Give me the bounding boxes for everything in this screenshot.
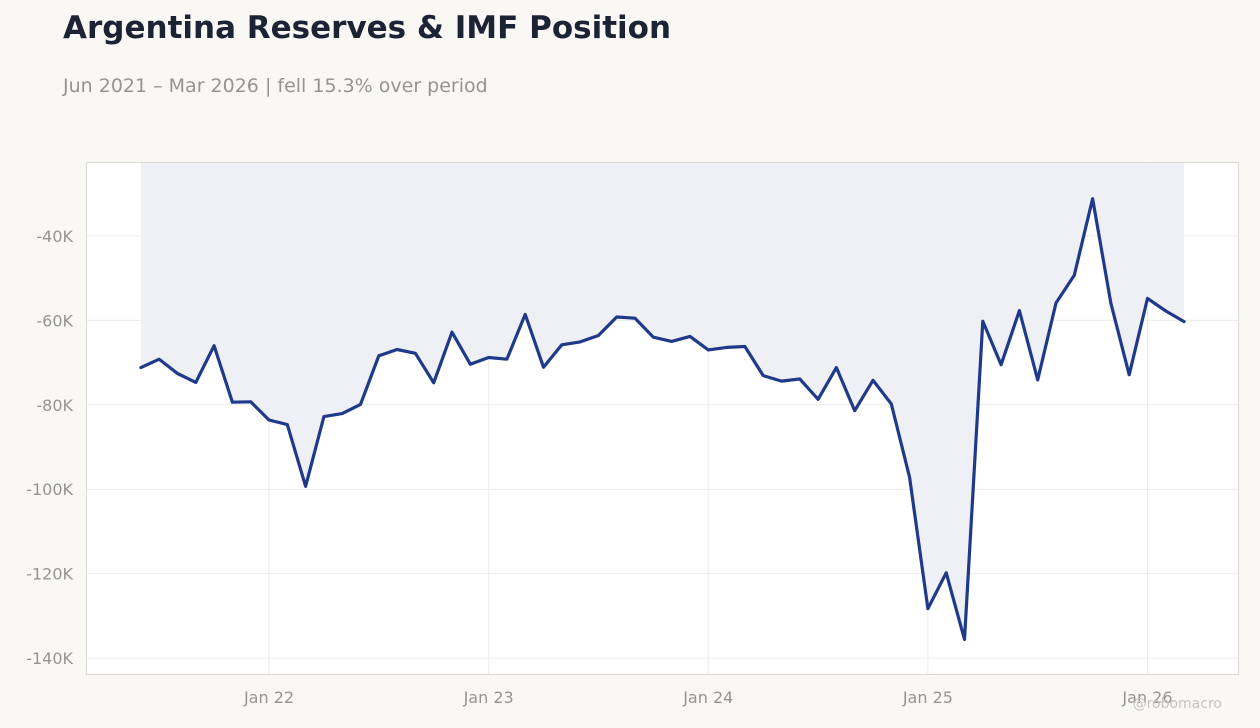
- series-line: [139, 197, 1186, 642]
- chart-subtitle: Jun 2021 – Mar 2026 | fell 15.3% over pe…: [63, 75, 488, 97]
- credit-watermark: @robomacro: [1132, 696, 1222, 712]
- y-tick-label: -100K: [26, 480, 73, 499]
- plot-border: [86, 162, 1239, 675]
- x-tick-label: Jan 26: [1121, 688, 1172, 707]
- x-tick-label: Jan 22: [243, 688, 294, 707]
- x-tick-label: Jan 25: [902, 688, 953, 707]
- y-tick-label: -80K: [36, 396, 73, 415]
- x-tick-label: Jan 23: [463, 688, 514, 707]
- area-fill: [140, 162, 1185, 640]
- y-axis-ticks: -40K -60K -80K -100K -120K -140K: [26, 227, 73, 668]
- chart-title: Argentina Reserves & IMF Position: [63, 10, 672, 46]
- y-tick-label: -60K: [36, 311, 73, 330]
- y-tick-label: -40K: [36, 227, 73, 246]
- x-axis-ticks: Jan 22 Jan 23 Jan 24 Jan 25 Jan 26: [243, 688, 1173, 707]
- data-points: [140, 198, 1185, 640]
- y-tick-label: -140K: [26, 649, 73, 668]
- y-tick-label: -120K: [26, 565, 73, 584]
- x-tick-label: Jan 24: [682, 688, 733, 707]
